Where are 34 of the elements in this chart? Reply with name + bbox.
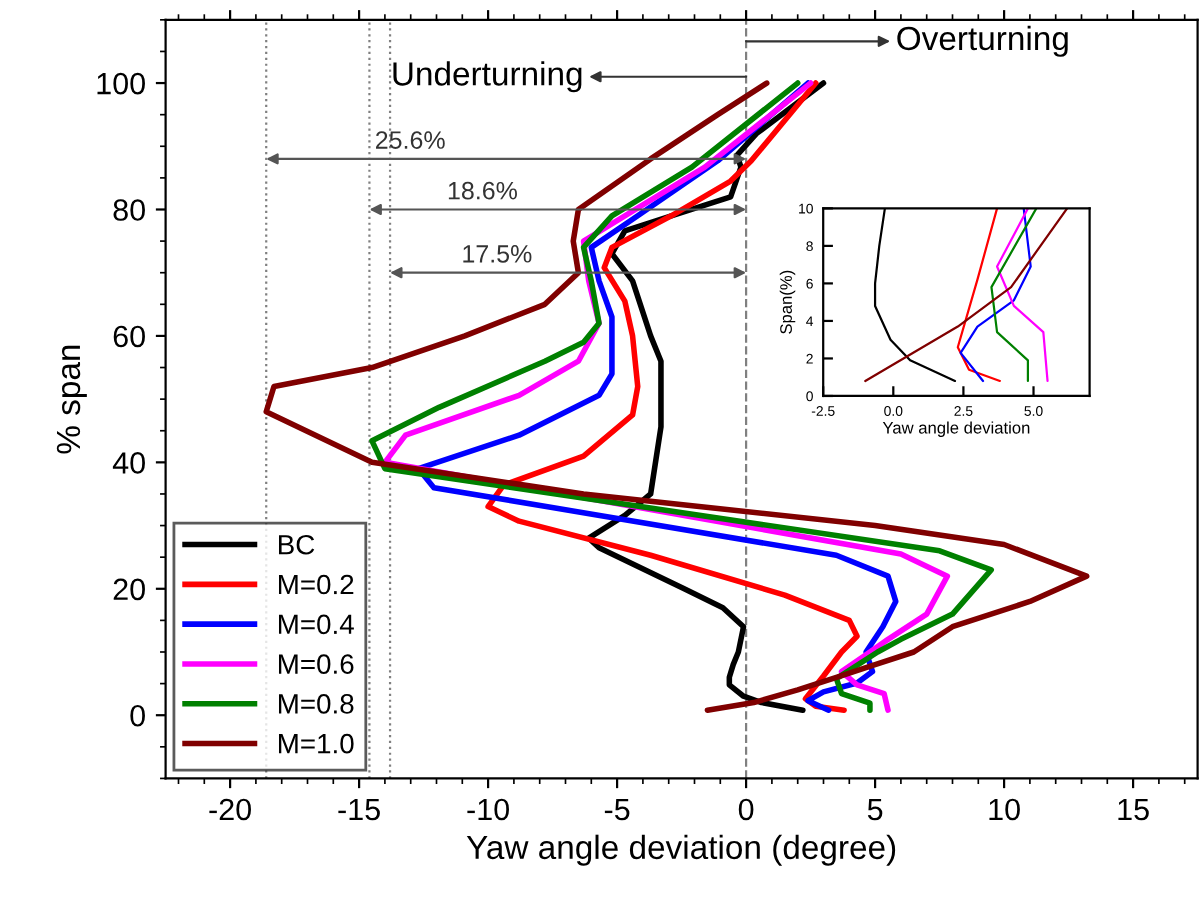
y-tick-label: 40 bbox=[112, 452, 145, 474]
line-series bbox=[959, 208, 1032, 383]
x-tick-label: 15 bbox=[1118, 798, 1149, 821]
annotation: 25.6% bbox=[376, 131, 445, 149]
annotation: Overturning bbox=[897, 25, 1068, 57]
x-tick-label: -20 bbox=[209, 798, 251, 821]
line-series bbox=[990, 208, 1038, 383]
line-series bbox=[995, 208, 1049, 383]
y-tick-label: 20 bbox=[113, 578, 145, 601]
annotation: Underturning bbox=[393, 61, 582, 93]
x-axis-title: Yaw angle deviation bbox=[882, 421, 1030, 437]
legend-label: M=0.6 bbox=[278, 654, 354, 674]
y-tick-label: 60 bbox=[113, 325, 145, 348]
legend-label: M=1.0 bbox=[278, 733, 354, 754]
y-tick-label: 100 bbox=[97, 72, 145, 95]
legend-label: M=0.2 bbox=[278, 574, 354, 595]
y-tick-label: 80 bbox=[113, 199, 145, 221]
x-tick-label: 10 bbox=[989, 798, 1020, 821]
x-tick-label: -5 bbox=[604, 798, 630, 821]
y-axis-title: % span bbox=[56, 345, 87, 454]
legend-label: BC bbox=[278, 534, 315, 555]
legend-label: M=0.4 bbox=[278, 614, 354, 635]
x-tick-label: 0 bbox=[738, 798, 754, 821]
annotation: 17.5% bbox=[463, 245, 532, 263]
annotation: 18.6% bbox=[448, 181, 517, 200]
x-tick-label: -10 bbox=[467, 798, 509, 821]
line-series bbox=[956, 208, 1001, 383]
legend-label: M=0.8 bbox=[278, 694, 354, 714]
line-series bbox=[864, 208, 1069, 383]
x-tick-label: -15 bbox=[338, 798, 380, 821]
y-axis-title: Span(%) bbox=[779, 270, 796, 334]
x-tick-label: 5 bbox=[867, 798, 883, 821]
y-tick-label: 0 bbox=[130, 704, 145, 727]
x-axis-title: Yaw angle deviation (degree) bbox=[466, 834, 896, 866]
